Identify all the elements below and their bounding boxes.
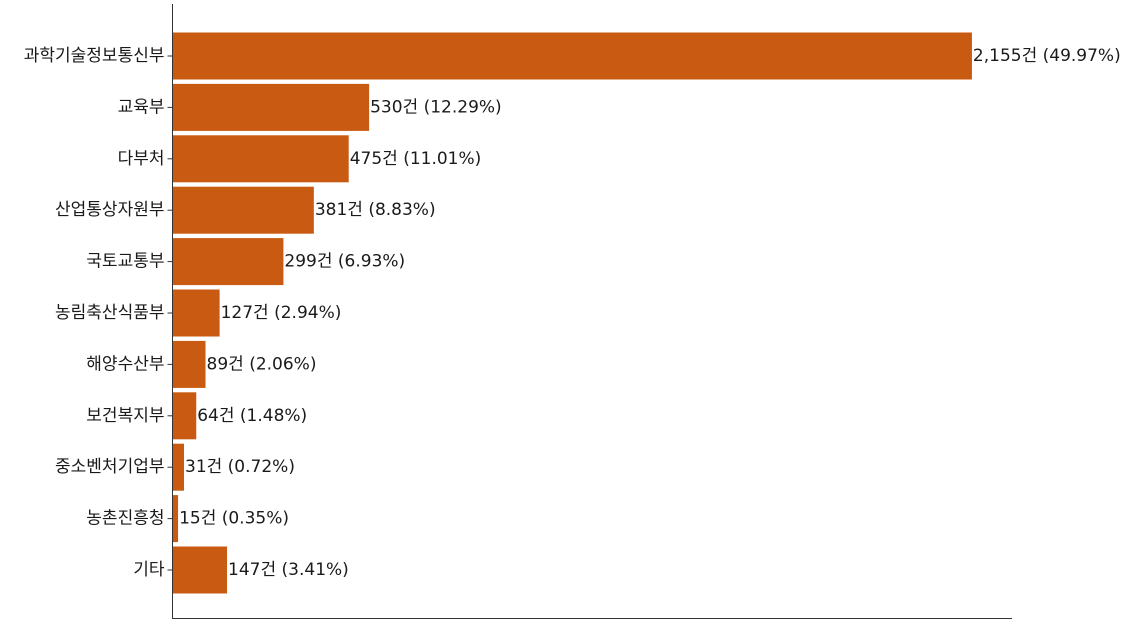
data-label: 89건 (2.06%): [207, 354, 317, 374]
bar: [172, 392, 197, 440]
y-tick-label: 다부처: [118, 149, 165, 169]
bars-layer: [172, 32, 972, 594]
y-tick-label: 국토교통부: [86, 252, 164, 272]
bar: [172, 186, 314, 234]
data-label: 31건 (0.72%): [185, 457, 295, 477]
bar: [172, 135, 349, 183]
y-tick-label: 교육부: [118, 97, 165, 117]
y-tick-label: 해양수산부: [86, 354, 164, 374]
bar: [172, 238, 284, 286]
bar: [172, 340, 206, 388]
y-tick-label: 과학기술정보통신부: [24, 46, 165, 66]
bar: [172, 83, 370, 131]
y-tick-label: 농림축산식품부: [55, 303, 164, 323]
data-label: 475건 (11.01%): [350, 149, 482, 169]
data-label: 147건 (3.41%): [228, 560, 349, 580]
data-label: 15건 (0.35%): [179, 509, 289, 529]
y-tick-label: 기타: [133, 560, 165, 580]
data-label: 64건 (1.48%): [197, 406, 307, 426]
bar: [172, 443, 184, 491]
data-label: 2,155건 (49.97%): [973, 46, 1121, 66]
y-tick-label: 산업통상자원부: [55, 200, 164, 220]
data-label: 530건 (12.29%): [370, 97, 502, 117]
bar: [172, 289, 220, 337]
data-label: 381건 (8.83%): [315, 200, 436, 220]
labels-layer: 과학기술정보통신부 2,155건 (49.97%) 교육부 530건 (12.29%)…: [24, 46, 1121, 580]
data-label: 299건 (6.93%): [284, 252, 405, 272]
bar: [172, 495, 179, 543]
y-tick-label: 농촌진흥청: [86, 509, 164, 529]
bar: [172, 32, 972, 80]
bar: [172, 546, 228, 594]
tick-layer: [167, 55, 173, 571]
y-tick-label: 중소벤처기업부: [55, 457, 164, 477]
y-tick-label: 보건복지부: [86, 406, 164, 426]
data-label: 127건 (2.94%): [221, 303, 342, 323]
